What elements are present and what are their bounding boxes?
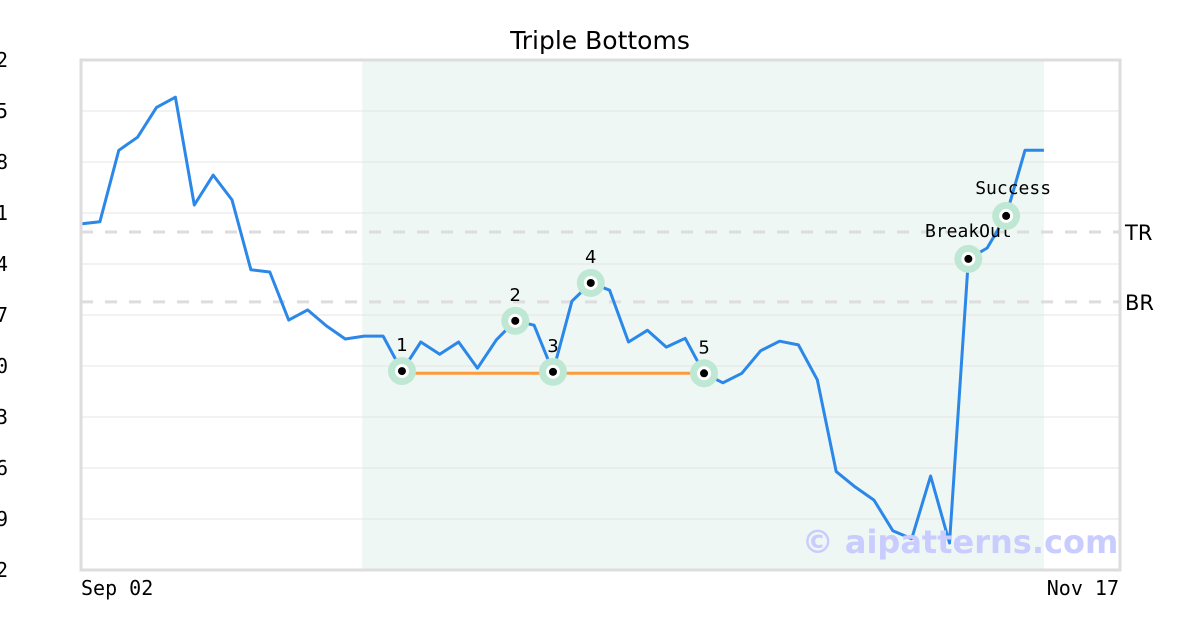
x-tick-label-end: Nov 17 <box>1047 576 1119 600</box>
y-tick-label: 278 <box>0 150 8 174</box>
watermark: © aipatterns.com <box>802 523 1119 561</box>
y-tick-label: 271 <box>0 201 8 225</box>
marker-label-breakout: BreakOut <box>925 221 1012 242</box>
y-tick-label: 222 <box>0 558 8 582</box>
y-tick-label: 250 <box>0 354 8 378</box>
level-label-br: BR <box>1125 291 1154 315</box>
y-tick-label: 236 <box>0 456 8 480</box>
marker-label-1: 1 <box>396 335 407 356</box>
plot-frame <box>79 58 1122 572</box>
y-tick-label: 243 <box>0 405 8 429</box>
marker-label-5: 5 <box>698 337 709 358</box>
y-tick-label: 292 <box>0 48 8 72</box>
chart-title: Triple Bottoms <box>509 26 690 55</box>
marker-dot <box>1002 211 1011 220</box>
level-label-tr: TR <box>1124 221 1152 245</box>
y-tick-label: 285 <box>0 99 8 123</box>
marker-dot <box>964 254 973 263</box>
marker-label-success: Success <box>975 178 1051 199</box>
marker-label-4: 4 <box>585 247 596 268</box>
marker-dot <box>511 316 520 325</box>
marker-label-3: 3 <box>547 336 558 357</box>
y-tick-label: 229 <box>0 507 8 531</box>
marker-dot <box>700 369 709 378</box>
price-line <box>80 95 1044 545</box>
x-tick-label-start: Sep 02 <box>81 576 153 600</box>
marker-dot <box>397 367 406 376</box>
y-tick-label: 264 <box>0 252 8 276</box>
marker-dot <box>586 278 595 287</box>
marker-label-2: 2 <box>510 285 521 306</box>
y-tick-label: 257 <box>0 303 8 327</box>
marker-dot <box>549 367 557 376</box>
